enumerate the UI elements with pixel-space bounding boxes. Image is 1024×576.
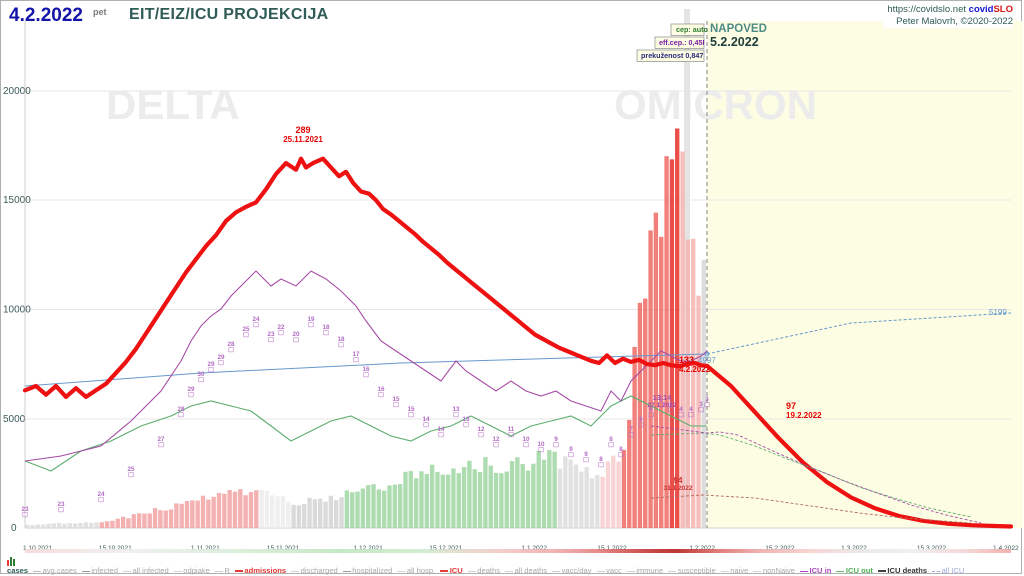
svg-text:7: 7 [629, 426, 633, 433]
svg-text:30: 30 [197, 371, 205, 378]
svg-text:5199: 5199 [989, 308, 1007, 317]
svg-text:25: 25 [127, 466, 135, 473]
svg-text:29: 29 [207, 361, 215, 368]
svg-text:12: 12 [477, 426, 485, 433]
svg-text:16: 16 [377, 386, 385, 393]
svg-text:3: 3 [705, 396, 709, 403]
svg-text:22: 22 [277, 324, 285, 331]
svg-text:5000: 5000 [3, 414, 26, 425]
svg-text:9: 9 [554, 436, 558, 443]
svg-text:18: 18 [337, 336, 345, 343]
svg-text:OMICRON: OMICRON [614, 81, 817, 128]
svg-text:prekuženost 0,847: prekuženost 0,847 [641, 51, 703, 60]
svg-text:27: 27 [157, 436, 165, 443]
svg-text:3: 3 [699, 401, 703, 408]
svg-text:28: 28 [177, 406, 185, 413]
svg-text:27.1.2022: 27.1.2022 [648, 402, 677, 409]
svg-text:17: 17 [352, 351, 360, 358]
svg-text:4: 4 [679, 406, 683, 413]
svg-text:9: 9 [584, 451, 588, 458]
svg-text:19.2.2022: 19.2.2022 [786, 411, 822, 420]
svg-text:14: 14 [437, 426, 445, 433]
svg-text:13: 13 [452, 406, 460, 413]
svg-text:29: 29 [187, 386, 195, 393]
svg-text:18: 18 [322, 324, 330, 331]
svg-text:eff.cep.: 0,45I: eff.cep.: 0,45I [659, 38, 705, 47]
svg-text:DELTA: DELTA [106, 81, 240, 128]
svg-text:19: 19 [307, 316, 315, 323]
svg-text:23: 23 [267, 331, 275, 338]
svg-text:4: 4 [689, 406, 693, 413]
svg-text:24: 24 [97, 491, 105, 498]
svg-text:10: 10 [537, 441, 545, 448]
svg-text:13: 13 [462, 416, 470, 423]
svg-text:23: 23 [57, 501, 65, 508]
svg-text:16: 16 [362, 366, 370, 373]
svg-text:28: 28 [227, 341, 235, 348]
svg-text:12: 12 [492, 436, 500, 443]
svg-text:8: 8 [599, 456, 603, 463]
svg-text:31.1.2022: 31.1.2022 [664, 485, 693, 492]
svg-text:8: 8 [609, 436, 613, 443]
svg-text:15000: 15000 [3, 195, 31, 206]
svg-text:13.14: 13.14 [653, 393, 673, 402]
svg-text:14: 14 [422, 416, 430, 423]
svg-text:20000: 20000 [3, 86, 31, 97]
svg-text:20: 20 [292, 331, 300, 338]
svg-text:0: 0 [11, 523, 17, 534]
svg-text:6: 6 [639, 416, 643, 423]
svg-text:25: 25 [242, 326, 250, 333]
svg-text:5.2.2022: 5.2.2022 [710, 35, 759, 49]
svg-text:11: 11 [508, 426, 515, 433]
svg-text:10: 10 [522, 436, 530, 443]
svg-text:289: 289 [295, 125, 310, 135]
svg-text:23: 23 [21, 506, 29, 513]
svg-text:10000: 10000 [3, 305, 31, 316]
svg-text:9: 9 [569, 446, 573, 453]
svg-text:cep: auto: cep: auto [676, 25, 709, 34]
svg-text:15: 15 [392, 396, 400, 403]
svg-text:133: 133 [679, 355, 694, 365]
svg-text:8: 8 [619, 446, 623, 453]
svg-text:29: 29 [217, 354, 225, 361]
svg-text:NAPOVED: NAPOVED [710, 23, 767, 35]
svg-text:4.2.2022: 4.2.2022 [679, 365, 711, 374]
svg-text:94: 94 [674, 476, 683, 485]
svg-text:97: 97 [786, 401, 796, 411]
svg-text:24: 24 [252, 316, 260, 323]
svg-text:15: 15 [407, 406, 415, 413]
svg-text:25.11.2021: 25.11.2021 [283, 135, 323, 144]
